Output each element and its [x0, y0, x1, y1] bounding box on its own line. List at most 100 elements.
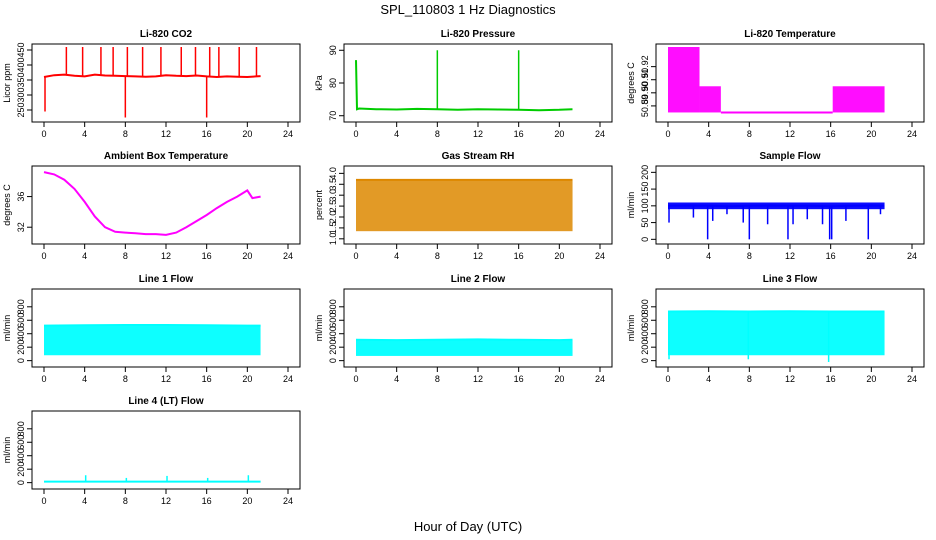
y-tick-label: 300 [16, 87, 26, 102]
x-tick-label: 12 [473, 129, 483, 139]
x-tick-label: 20 [554, 374, 564, 384]
y-tick-label: 200 [16, 462, 26, 477]
y-axis-label: ml/min [2, 315, 12, 342]
y-tick-label: 70 [328, 111, 338, 121]
y-tick-label: 200 [640, 165, 650, 180]
y-tick-label: 800 [640, 299, 650, 314]
panel-line4: Line 4 (LT) Flow ml/min 0 4 8 12 16 20 24 0 200400… [2, 396, 301, 506]
y-tick-label: 800 [328, 299, 338, 314]
y-tick-label: 2.0 [328, 211, 338, 224]
x-tick-label: 16 [202, 496, 212, 506]
y-tick-label: 800 [16, 299, 26, 314]
x-tick-label: 24 [283, 129, 293, 139]
y-tick-label: 0 [328, 358, 338, 363]
x-tick-label: 16 [826, 251, 836, 261]
panel-ambient: Ambient Box Temperature degrees C 0 4 8 12 16 2… [2, 151, 301, 261]
x-tick-label: 16 [514, 251, 524, 261]
x-tick-label: 16 [202, 374, 212, 384]
y-tick-label: 100 [640, 198, 650, 213]
series-line [43, 324, 261, 327]
x-tick-label: 16 [202, 129, 212, 139]
y-tick-label: 600 [640, 313, 650, 328]
x-tick-label: 20 [866, 129, 876, 139]
x-tick-label: 0 [353, 251, 358, 261]
x-tick-label: 16 [826, 129, 836, 139]
x-tick-label: 8 [435, 251, 440, 261]
panel-title: Gas Stream RH [442, 151, 515, 162]
y-tick-label: 50.91 [640, 68, 650, 91]
x-tick-label: 8 [435, 374, 440, 384]
y-tick-label: 400 [328, 326, 338, 341]
x-tick-label: 16 [514, 374, 524, 384]
y-tick-label: 3.5 [328, 178, 338, 191]
x-tick-label: 24 [907, 251, 917, 261]
y-tick-label: 0 [640, 237, 650, 242]
x-tick-label: 20 [242, 129, 252, 139]
figure-title: SPL_110803 1 Hz Diagnostics [380, 2, 556, 17]
x-tick-label: 0 [665, 251, 670, 261]
panel-title: Ambient Box Temperature [104, 151, 229, 162]
y-tick-label: 1.5 [328, 222, 338, 235]
x-tick-label: 16 [514, 129, 524, 139]
x-tick-label: 4 [82, 129, 87, 139]
panel-temperature: Li-820 Temperature degrees C 0 4 8 12 16 20 24 50… [626, 29, 925, 139]
x-tick-label: 24 [283, 374, 293, 384]
x-tick-label: 12 [785, 129, 795, 139]
x-tick-label: 20 [866, 374, 876, 384]
y-tick-label: 400 [640, 326, 650, 341]
x-tick-label: 20 [554, 251, 564, 261]
series-line [43, 171, 261, 236]
panel-rh: Gas Stream RH percent 0 4 8 12 16 20 24 1.01.52.0… [314, 151, 613, 261]
x-tick-label: 0 [41, 496, 46, 506]
panel-title: Sample Flow [759, 151, 820, 162]
x-tick-label: 8 [747, 129, 752, 139]
data-band [832, 86, 885, 113]
x-tick-label: 8 [123, 496, 128, 506]
y-tick-label: 2.5 [328, 200, 338, 213]
x-tick-label: 8 [435, 129, 440, 139]
x-tick-label: 4 [706, 251, 711, 261]
y-tick-label: 200 [640, 340, 650, 355]
panel-title: Line 2 Flow [451, 274, 506, 285]
series-line [355, 338, 573, 342]
y-tick-label: 400 [16, 57, 26, 72]
plot-frame [31, 410, 301, 490]
panel-title: Line 1 Flow [139, 274, 194, 285]
y-tick-label: 400 [16, 448, 26, 463]
y-tick-label: 600 [16, 435, 26, 450]
figure-x-axis-label: Hour of Day (UTC) [414, 519, 522, 534]
x-tick-label: 8 [123, 374, 128, 384]
x-tick-label: 4 [706, 374, 711, 384]
x-tick-label: 4 [394, 251, 399, 261]
panel-line3: Line 3 Flow ml/min 0 4 8 12 16 20 24 0 20040060080… [626, 274, 925, 384]
y-tick-label: 50 [640, 218, 650, 228]
x-tick-label: 0 [41, 129, 46, 139]
x-tick-label: 24 [907, 129, 917, 139]
y-tick-label: 50.90 [640, 82, 650, 105]
plot-frame [31, 165, 301, 245]
y-tick-label: 450 [16, 42, 26, 57]
x-tick-label: 12 [785, 374, 795, 384]
x-tick-label: 4 [706, 129, 711, 139]
y-axis-label: ml/min [626, 192, 636, 219]
data-band [699, 86, 721, 113]
x-tick-label: 24 [595, 251, 605, 261]
y-axis-label: degrees C [626, 62, 636, 104]
panel-title: Li-820 Temperature [744, 29, 836, 40]
x-tick-label: 20 [242, 374, 252, 384]
y-tick-label: 90 [328, 45, 338, 55]
y-tick-label: 600 [328, 313, 338, 328]
x-tick-label: 4 [394, 129, 399, 139]
panel-title: Line 3 Flow [763, 274, 818, 285]
y-tick-label: 32 [16, 222, 26, 232]
y-axis-label: degrees C [2, 184, 12, 226]
x-tick-label: 16 [202, 251, 212, 261]
x-tick-label: 4 [82, 251, 87, 261]
x-tick-label: 24 [907, 374, 917, 384]
x-tick-label: 4 [394, 374, 399, 384]
x-tick-label: 20 [242, 251, 252, 261]
x-tick-label: 4 [82, 374, 87, 384]
x-tick-label: 0 [353, 374, 358, 384]
